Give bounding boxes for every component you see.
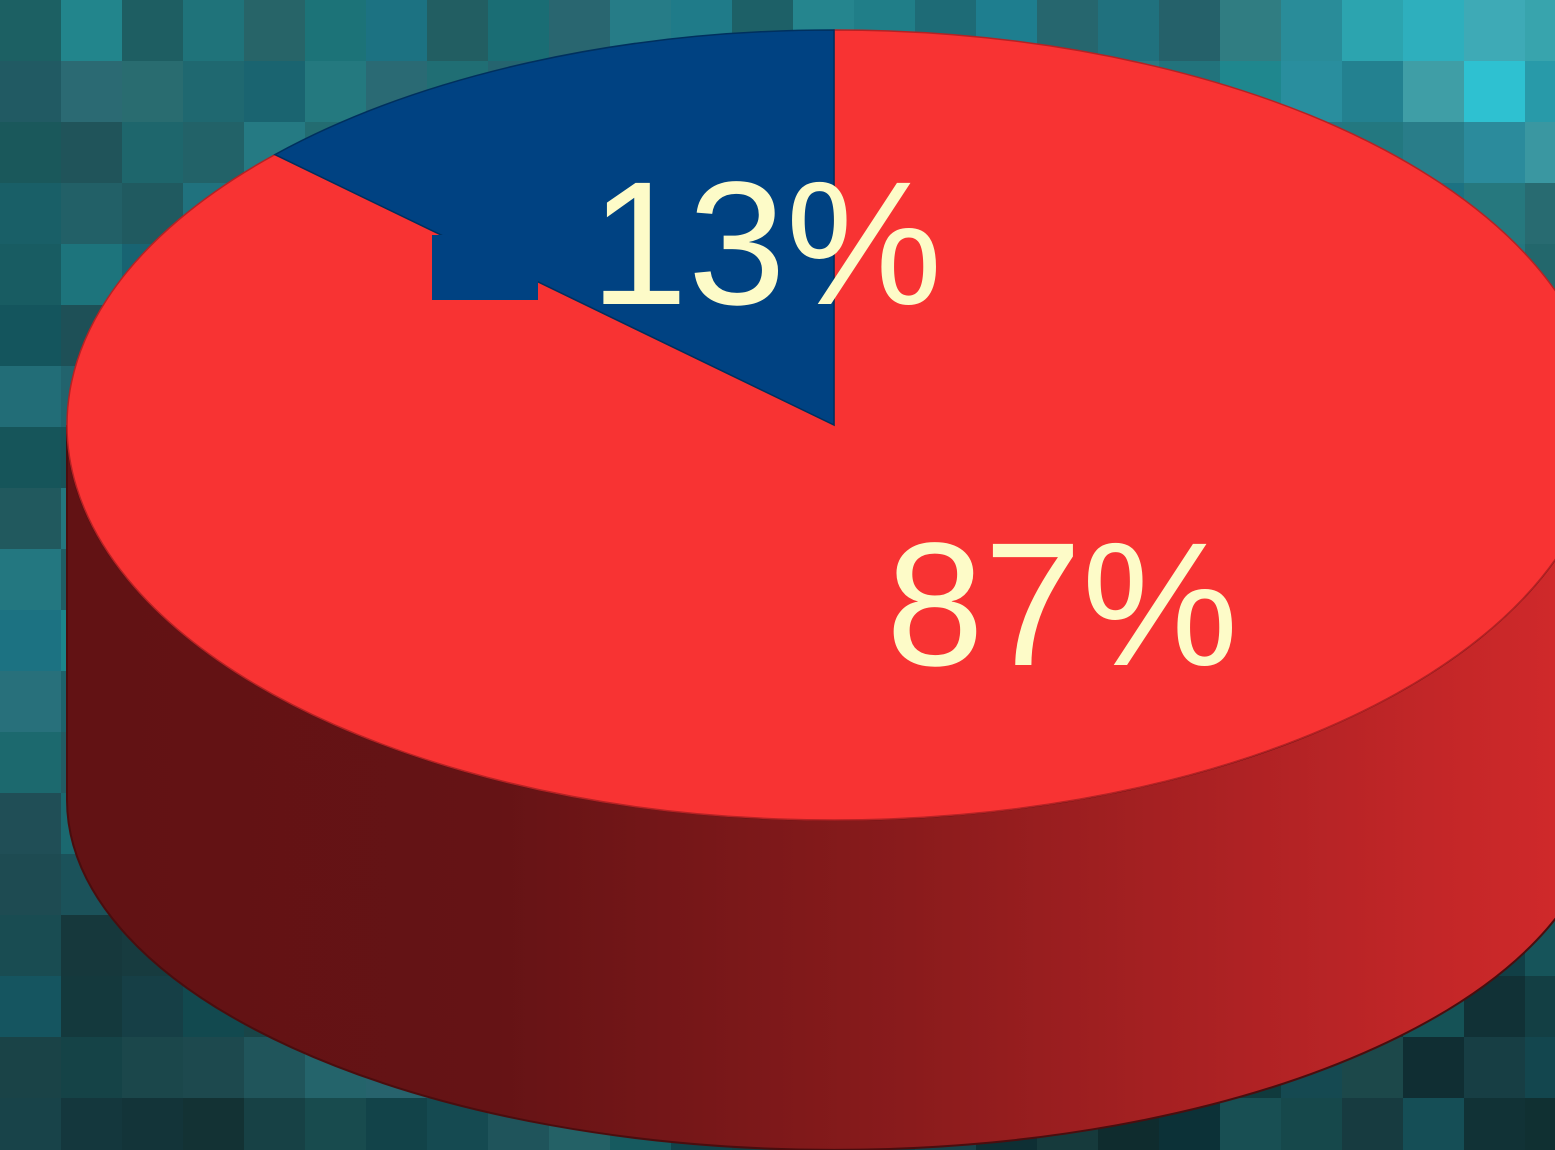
mosaic-tile [122, 0, 184, 62]
mosaic-tile [244, 1098, 306, 1150]
mosaic-tile [1525, 0, 1555, 62]
mosaic-tile [122, 61, 184, 123]
slice-13-label-marker [432, 235, 538, 300]
mosaic-tile [0, 732, 62, 794]
mosaic-tile [183, 122, 245, 184]
mosaic-tile [1525, 122, 1555, 184]
mosaic-tile [0, 671, 62, 733]
mosaic-tile [183, 1037, 245, 1099]
mosaic-tile [61, 1037, 123, 1099]
mosaic-tile [1403, 0, 1465, 62]
mosaic-tile [1281, 0, 1343, 62]
mosaic-tile [1464, 1098, 1526, 1150]
mosaic-tile [1464, 1037, 1526, 1099]
mosaic-tile [1403, 61, 1465, 123]
mosaic-tile [1525, 1098, 1555, 1150]
mosaic-tile [1281, 1098, 1343, 1150]
mosaic-tile [183, 61, 245, 123]
mosaic-tile [61, 915, 123, 977]
mosaic-tile [61, 976, 123, 1038]
mosaic-tile [305, 0, 367, 62]
mosaic-tile [1159, 0, 1221, 62]
mosaic-tile [0, 549, 62, 611]
mosaic-tile [0, 1098, 62, 1150]
mosaic-tile [1220, 1098, 1282, 1150]
mosaic-tile [0, 61, 62, 123]
slice-13-label: 13% [590, 146, 942, 342]
mosaic-tile [0, 305, 62, 367]
mosaic-tile [1342, 61, 1404, 123]
mosaic-tile [1525, 976, 1555, 1038]
mosaic-tile [61, 122, 123, 184]
mosaic-tile [244, 0, 306, 62]
mosaic-tile [1220, 0, 1282, 62]
mosaic-tile [1525, 1037, 1555, 1099]
mosaic-tile [61, 1098, 123, 1150]
mosaic-tile [0, 488, 62, 550]
mosaic-tile [0, 366, 62, 428]
mosaic-tile [183, 0, 245, 62]
slice-87-label: 87% [886, 507, 1238, 703]
mosaic-tile [427, 0, 489, 62]
slice-87-label-marker [740, 558, 848, 660]
mosaic-tile [1403, 1037, 1465, 1099]
mosaic-tile [1525, 61, 1555, 123]
mosaic-tile [488, 0, 550, 62]
mosaic-tile [1403, 1098, 1465, 1150]
pie-slice-87 [66, 29, 1555, 821]
mosaic-tile [1464, 61, 1526, 123]
mosaic-tile [1464, 0, 1526, 62]
mosaic-tile [61, 61, 123, 123]
mosaic-tile [122, 1098, 184, 1150]
mosaic-tile [0, 122, 62, 184]
mosaic-tile [0, 0, 62, 62]
mosaic-tile [1342, 0, 1404, 62]
mosaic-tile [244, 61, 306, 123]
mosaic-tile [1098, 0, 1160, 62]
mosaic-tile [61, 183, 123, 245]
mosaic-tile [1342, 1098, 1404, 1150]
mosaic-tile [122, 976, 184, 1038]
mosaic-tile [366, 1098, 428, 1150]
mosaic-tile [305, 61, 367, 123]
mosaic-tile [1525, 183, 1555, 245]
mosaic-tile [61, 0, 123, 62]
mosaic-tile [0, 854, 62, 916]
mosaic-tile [122, 122, 184, 184]
mosaic-tile [0, 244, 62, 306]
pie-slice-13 [273, 29, 835, 427]
mosaic-tile [0, 427, 62, 489]
mosaic-tile [0, 610, 62, 672]
mosaic-tile [0, 915, 62, 977]
mosaic-tile [0, 1037, 62, 1099]
mosaic-tile [122, 1037, 184, 1099]
mosaic-tile [183, 1098, 245, 1150]
mosaic-tile [0, 976, 62, 1038]
mosaic-tile [366, 0, 428, 62]
mosaic-tile [305, 1098, 367, 1150]
mosaic-tile [1464, 122, 1526, 184]
mosaic-tile [0, 793, 62, 855]
mosaic-tile [0, 183, 62, 245]
